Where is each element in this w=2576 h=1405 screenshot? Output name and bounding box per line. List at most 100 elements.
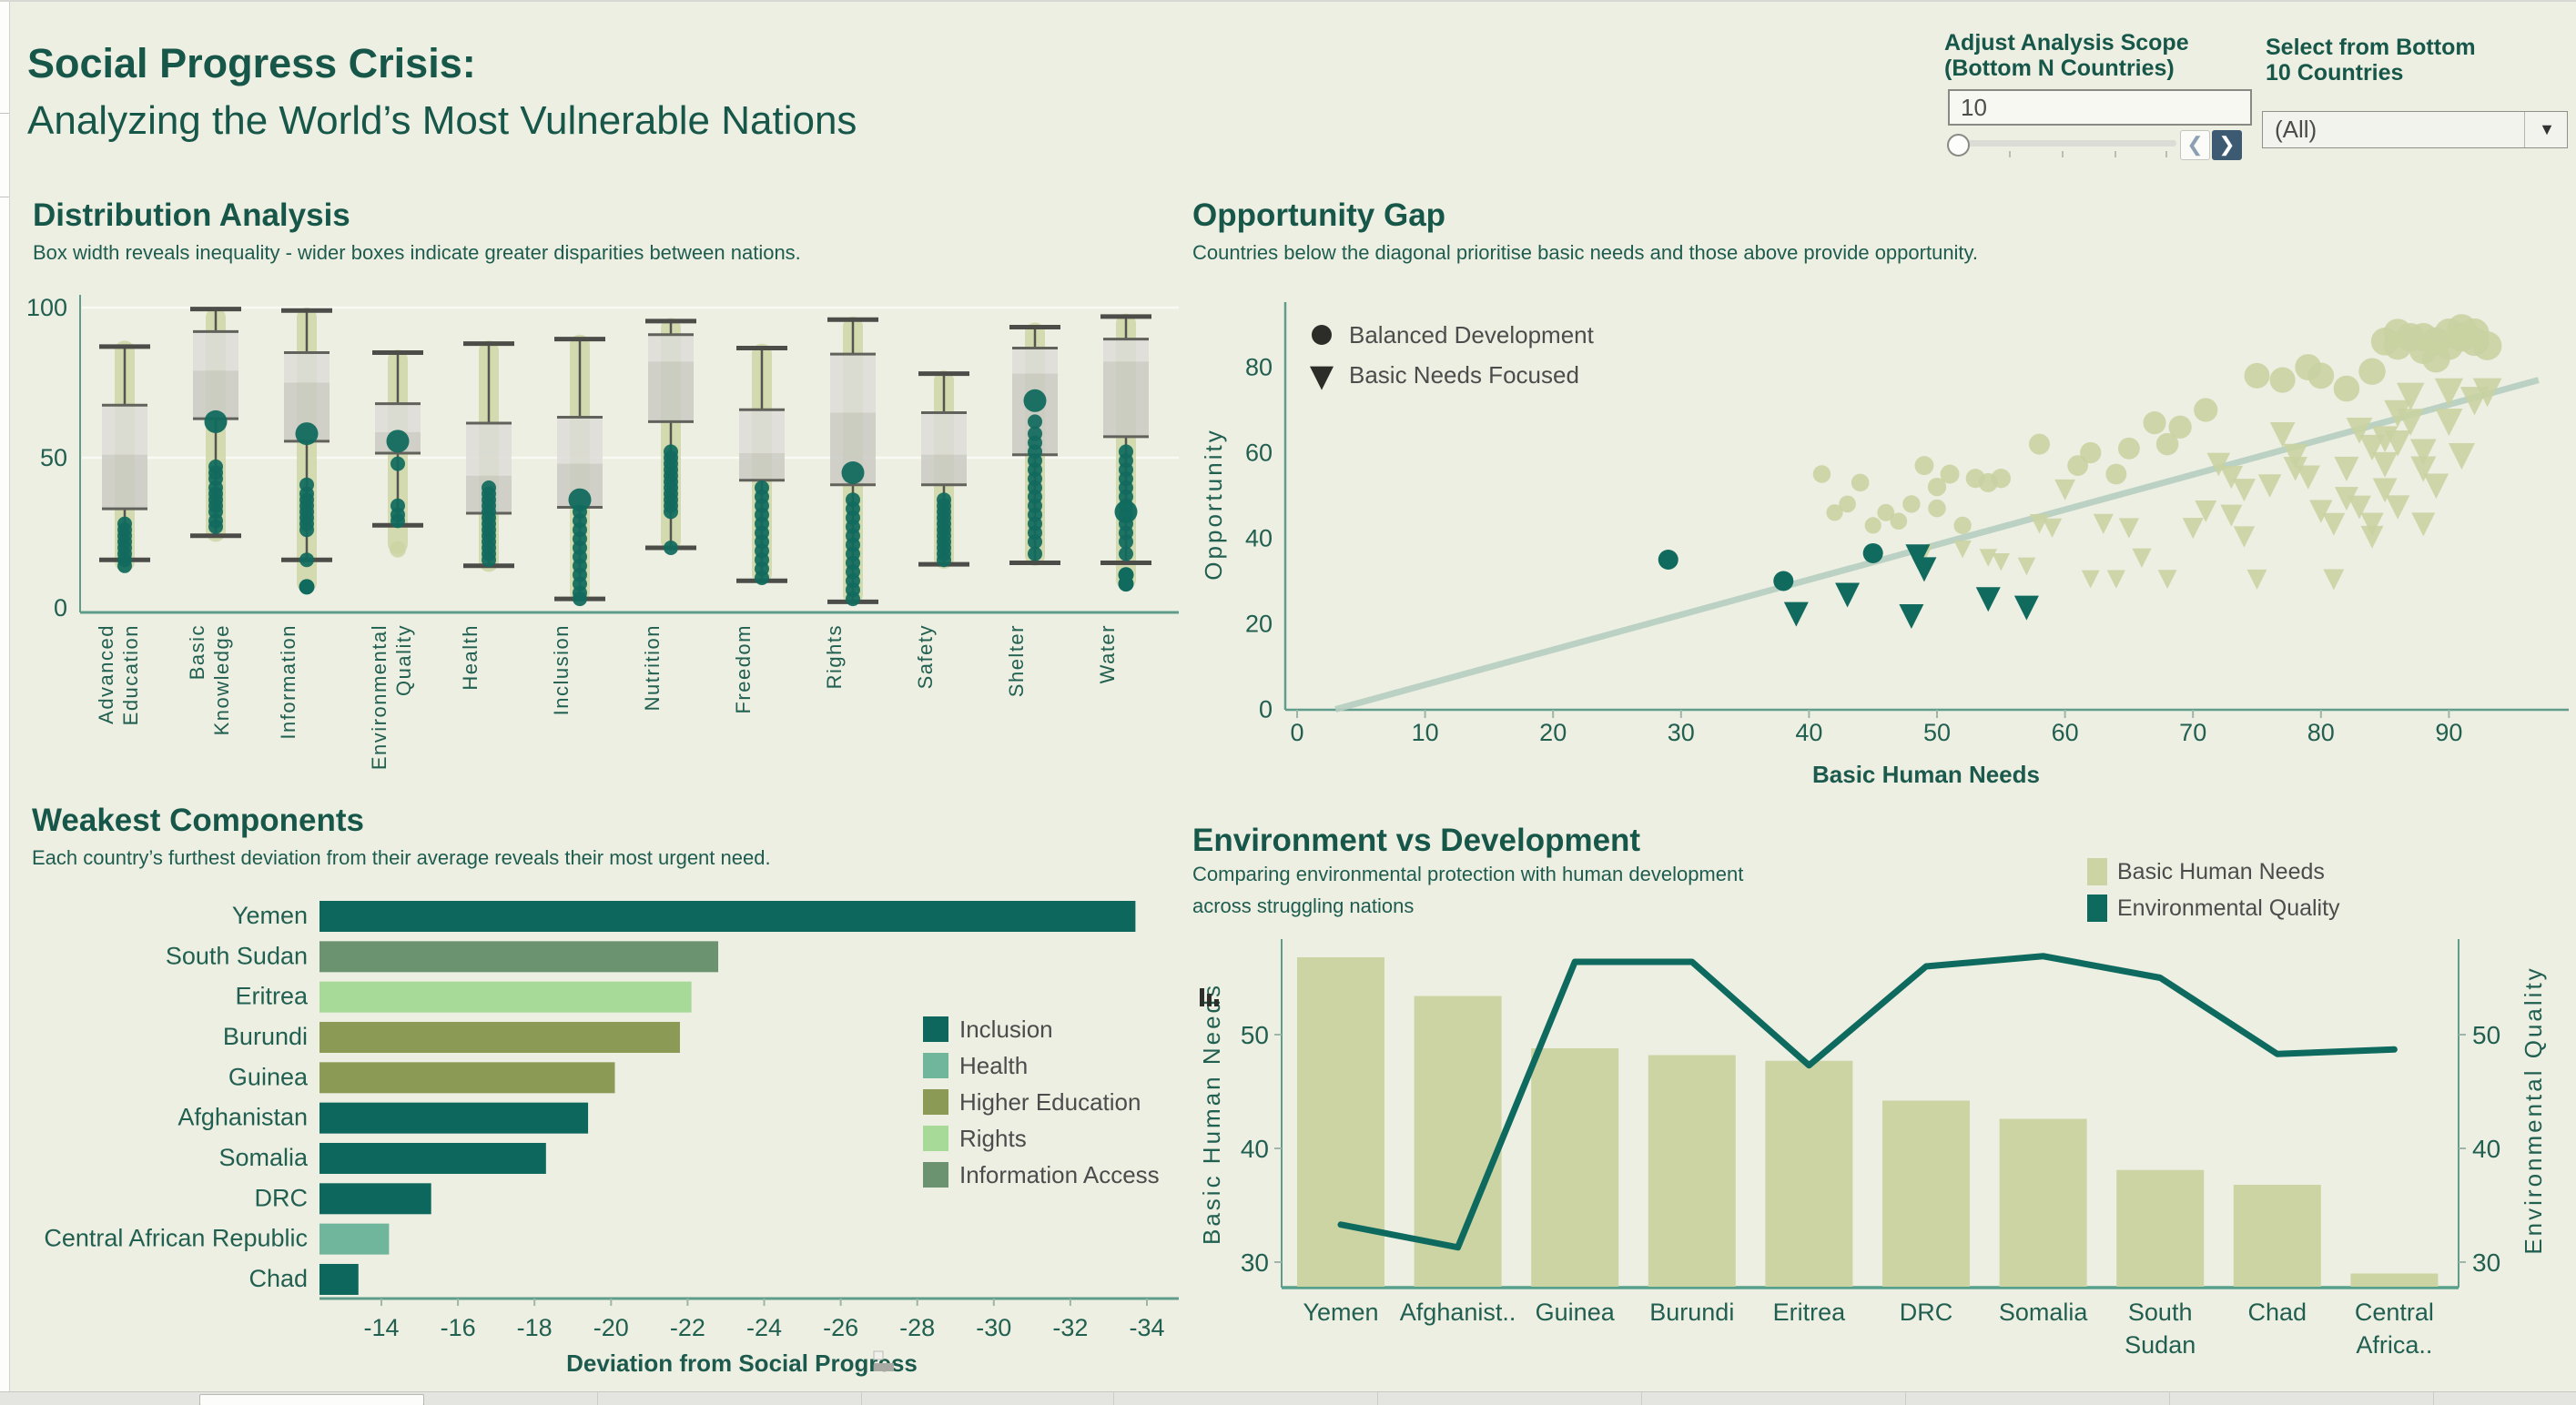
scatter-series-base-triangles[interactable] bbox=[1915, 378, 2502, 591]
svg-text:Health: Health bbox=[959, 1052, 1028, 1079]
weakest-bar-eritrea[interactable] bbox=[319, 981, 692, 1013]
scope-label-line2: (Bottom N Countries) bbox=[1944, 56, 2175, 81]
chevron-right-icon: ❯ bbox=[2218, 133, 2236, 156]
svg-text:60: 60 bbox=[2052, 719, 2079, 746]
information-access-swatch bbox=[923, 1162, 948, 1188]
svg-text:50: 50 bbox=[1241, 1021, 1269, 1049]
sort-icon[interactable] bbox=[873, 1350, 894, 1371]
country-label: Eritrea bbox=[235, 983, 309, 1010]
weakest-bar-burundi[interactable] bbox=[319, 1021, 680, 1053]
country-label: Central African Republic bbox=[44, 1225, 308, 1252]
left-axis-label: Basic Human Needs bbox=[1198, 983, 1225, 1245]
env-bar-burundi[interactable] bbox=[1648, 1055, 1736, 1288]
scope-slider-track[interactable] bbox=[1954, 140, 2176, 147]
environment-title: Environment vs Development bbox=[1192, 823, 1641, 858]
box-plot-freedom[interactable] bbox=[736, 343, 787, 585]
weakest-title: Weakest Components bbox=[32, 803, 364, 838]
scrollbar-thumb[interactable] bbox=[199, 1394, 424, 1405]
env-legend-item-line[interactable]: Environmental Quality bbox=[2087, 895, 2340, 922]
left-gutter bbox=[0, 2, 10, 1405]
env-bar-eritrea[interactable] bbox=[1765, 1060, 1853, 1287]
weakest-bar-somalia[interactable] bbox=[319, 1142, 546, 1174]
diagonal-reference-line bbox=[1334, 377, 2540, 713]
country-label: South Sudan bbox=[166, 942, 308, 969]
country-label: Burundi bbox=[223, 1023, 308, 1050]
weakest-bar-guinea[interactable] bbox=[319, 1062, 615, 1094]
box-plot-inclusion[interactable] bbox=[554, 334, 605, 607]
category-label: Africa.. bbox=[2356, 1331, 2432, 1359]
dropdown-divider bbox=[2524, 112, 2525, 147]
weakest-bar-central-african-republic[interactable] bbox=[319, 1223, 390, 1255]
env-bar-yemen[interactable] bbox=[1297, 957, 1384, 1287]
category-label: Chad bbox=[2248, 1299, 2307, 1326]
chevron-left-icon: ❮ bbox=[2186, 133, 2204, 156]
svg-text:0: 0 bbox=[1259, 696, 1273, 723]
scope-label-line1: Adjust Analysis Scope bbox=[1944, 30, 2189, 56]
category-label: Information bbox=[277, 624, 299, 740]
env-bar-central-africa-[interactable] bbox=[2350, 1273, 2439, 1288]
scrollbar-separator bbox=[2169, 1392, 2170, 1405]
env-bar-somalia[interactable] bbox=[1999, 1118, 2087, 1288]
box-plot-basic-knowledge[interactable] bbox=[190, 307, 241, 542]
category-label: Freedom bbox=[732, 624, 755, 714]
country-label: DRC bbox=[255, 1184, 309, 1211]
box-plot-environmental-quality[interactable] bbox=[372, 349, 423, 558]
y-axis-label: Opportunity bbox=[1200, 428, 1227, 580]
environmental-quality-line[interactable] bbox=[1337, 953, 2398, 1251]
x-axis-label: Basic Human Needs bbox=[1812, 761, 2040, 788]
horizontal-scrollbar[interactable] bbox=[0, 1391, 2576, 1405]
box-plot-rights[interactable] bbox=[827, 316, 878, 607]
svg-text:40: 40 bbox=[2472, 1135, 2500, 1163]
svg-text:90: 90 bbox=[2435, 719, 2462, 746]
env-bar-afghanist-[interactable] bbox=[1414, 996, 1502, 1288]
category-label: Water bbox=[1096, 624, 1119, 683]
page-title-line2: Analyzing the World’s Most Vulnerable Na… bbox=[27, 98, 857, 143]
category-label: Rights bbox=[823, 624, 846, 689]
env-legend-label: Environmental Quality bbox=[2117, 895, 2340, 921]
box-plot-water[interactable] bbox=[1100, 313, 1151, 592]
svg-text:10: 10 bbox=[1412, 719, 1439, 746]
scope-increment-button[interactable]: ❯ bbox=[2212, 130, 2242, 160]
env-bar-south-sudan[interactable] bbox=[2116, 1169, 2205, 1287]
box-plot-shelter[interactable] bbox=[1009, 322, 1060, 566]
category-label: Advanced bbox=[95, 624, 117, 724]
scope-slider-handle[interactable] bbox=[1947, 134, 1970, 157]
sort-icon[interactable] bbox=[1200, 988, 1219, 1006]
env-bar-drc[interactable] bbox=[1882, 1100, 1970, 1288]
box-plot-information[interactable] bbox=[281, 308, 332, 595]
weakest-bar-afghanistan[interactable] bbox=[319, 1102, 589, 1134]
scatter-series-highlight-circles[interactable] bbox=[1658, 542, 1883, 591]
country-filter-dropdown[interactable]: (All) ▼ bbox=[2262, 111, 2568, 148]
env-bar-guinea[interactable] bbox=[1531, 1048, 1619, 1287]
weakest-bar-chad[interactable] bbox=[319, 1263, 359, 1295]
env-legend-label: Basic Human Needs bbox=[2117, 858, 2325, 884]
svg-text:0: 0 bbox=[54, 594, 67, 622]
environmental-quality-swatch bbox=[2087, 895, 2107, 922]
slider-tick bbox=[2165, 151, 2167, 157]
env-legend-item-bars[interactable]: Basic Human Needs bbox=[2087, 858, 2325, 885]
box-plot-safety[interactable] bbox=[918, 370, 969, 570]
env-bar-chad[interactable] bbox=[2233, 1185, 2321, 1287]
scope-input[interactable]: 10 bbox=[1948, 89, 2252, 126]
scrollbar-separator bbox=[1377, 1392, 1378, 1405]
scope-decrement-button[interactable]: ❮ bbox=[2180, 130, 2210, 160]
scatter-series-highlight-triangles[interactable] bbox=[1783, 544, 2039, 630]
category-label: Knowledge bbox=[210, 624, 233, 735]
category-label: Guinea bbox=[1536, 1299, 1616, 1326]
scrollbar-separator bbox=[597, 1392, 598, 1405]
weakest-bar-drc[interactable] bbox=[319, 1183, 431, 1215]
scatter-legend: Balanced Development Basic Needs Focused bbox=[1310, 321, 1595, 390]
weakest-bar-south-sudan[interactable] bbox=[319, 941, 719, 973]
box-plot-health[interactable] bbox=[463, 340, 514, 572]
svg-text:70: 70 bbox=[2179, 719, 2206, 746]
inclusion-swatch bbox=[923, 1016, 948, 1042]
svg-text:Balanced Development: Balanced Development bbox=[1349, 321, 1595, 349]
box-plot-nutrition[interactable] bbox=[645, 318, 696, 555]
weakest-bar-yemen[interactable] bbox=[319, 901, 1136, 932]
svg-text:20: 20 bbox=[1245, 611, 1273, 638]
slider-tick bbox=[2115, 151, 2116, 157]
box-plot-advanced-education[interactable] bbox=[99, 340, 150, 573]
scatter-series-base-circles[interactable] bbox=[1812, 314, 2502, 535]
filter-label-line1: Select from Bottom bbox=[2266, 35, 2476, 60]
